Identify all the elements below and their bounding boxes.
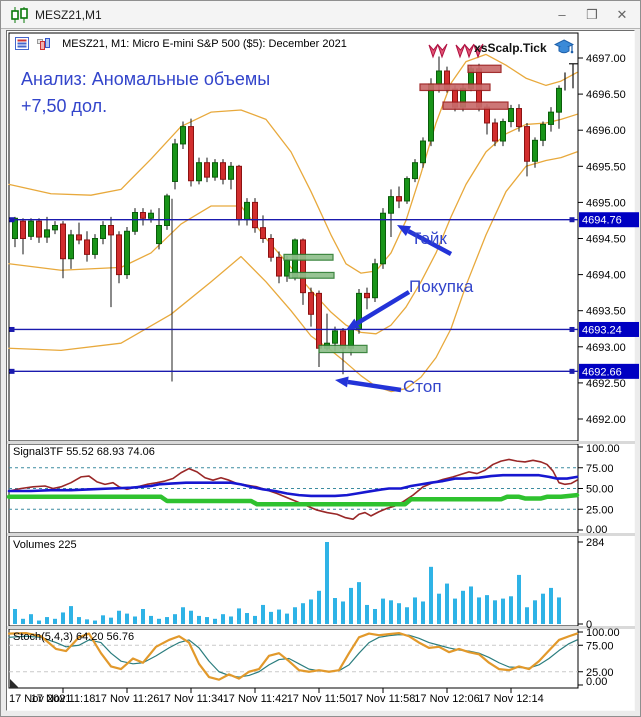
maximize-button[interactable]: ❒ — [586, 7, 598, 22]
candlestick-chart-icon — [10, 7, 30, 23]
chart-window[interactable] — [6, 30, 635, 711]
window-title: MESZ21,M1 — [35, 8, 102, 22]
stop-annotation[interactable]: Стоп — [403, 377, 442, 396]
buy-annotation[interactable]: Покупка — [409, 277, 474, 296]
watermark-text: xsScalp.Tick — [474, 41, 547, 55]
minimize-button[interactable]: – — [558, 7, 566, 22]
analysis-annotation-line1[interactable]: Анализ: Аномальные объемы — [21, 69, 271, 89]
expert-list-icon[interactable] — [15, 37, 29, 53]
stochastic-label: Stoch(5,4,3) 64.20 56.76 — [13, 631, 135, 643]
title-bar[interactable]: MESZ21,M1 – ❒ ✕ — [1, 1, 640, 29]
watermark: xsScalp.Tick — [474, 39, 575, 56]
symbol-description: MESZ21, M1: Micro E-mini S&P 500 ($5): D… — [62, 38, 347, 50]
close-button[interactable]: ✕ — [616, 7, 628, 22]
signal3tf-label: Signal3TF 55.52 68.93 74.06 — [13, 446, 155, 458]
indicator-candles-icon[interactable] — [37, 37, 51, 53]
volumes-label: Volumes 225 — [13, 539, 77, 551]
analysis-annotation-line2[interactable]: +7,50 дол. — [21, 96, 108, 116]
take-profit-annotation[interactable]: Тейк — [411, 229, 447, 248]
symbol-header: MESZ21, M1: Micro E-mini S&P 500 ($5): D… — [15, 37, 347, 52]
graduation-cap-icon — [553, 39, 575, 54]
